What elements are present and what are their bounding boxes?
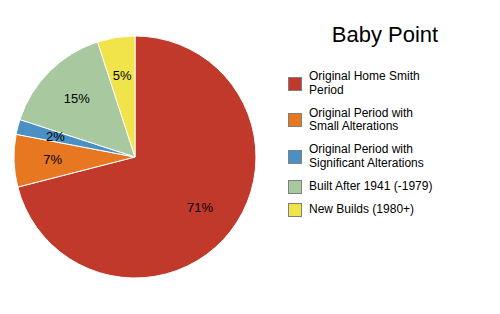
- html-text:New Builds (1980+): New Builds (1980+): [309, 201, 415, 216]
- html-text:Original Period with Small Alt: Original Period with Small Alterations: [309, 105, 413, 134]
- svg-text:7%: 7%: [43, 152, 62, 167]
- svg-text:15%: 15%: [64, 91, 90, 106]
- svg-text:71%: 71%: [187, 200, 213, 215]
- svg-text:5%: 5%: [113, 68, 132, 83]
- html-text:Built After 1941 (-1979): Built After 1941 (-1979): [309, 178, 433, 193]
- html-text:Original Period with Significa: Original Period with Significant Alterat…: [309, 142, 424, 170]
- svg-text:2%: 2%: [46, 129, 65, 144]
- html-text:Original Home Smith Period: Original Home Smith Period: [309, 69, 420, 97]
- html-text:Baby Point: Baby Point: [331, 22, 439, 47]
